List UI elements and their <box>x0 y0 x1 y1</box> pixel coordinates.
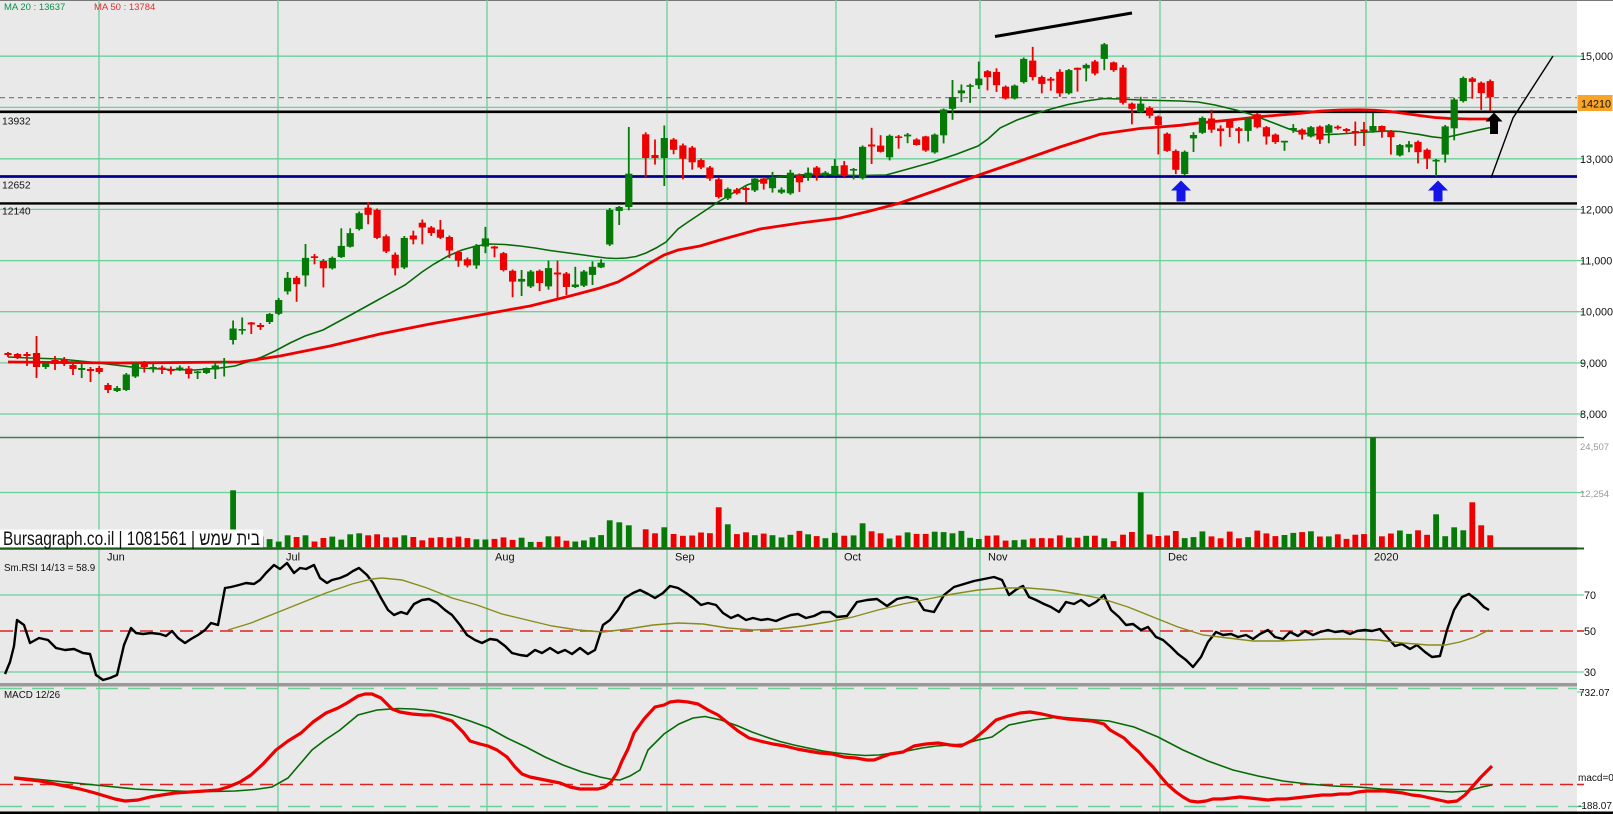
svg-text:Jul: Jul <box>286 552 300 564</box>
svg-text:MACD 12/26: MACD 12/26 <box>4 690 61 701</box>
svg-text:10,000: 10,000 <box>1580 307 1613 319</box>
svg-text:12,000: 12,000 <box>1580 204 1613 216</box>
svg-text:-188.07: -188.07 <box>1578 801 1612 812</box>
svg-text:Bursagraph.co.il | 1081561 | ב: Bursagraph.co.il | 1081561 | בית שמש <box>3 529 260 550</box>
svg-text:24,507: 24,507 <box>1580 442 1609 453</box>
svg-text:12652: 12652 <box>2 181 31 192</box>
svg-text:12,254: 12,254 <box>1580 489 1609 500</box>
svg-text:13932: 13932 <box>2 117 31 128</box>
svg-text:50: 50 <box>1584 626 1596 638</box>
svg-text:11,000: 11,000 <box>1580 256 1612 268</box>
svg-text:13,000: 13,000 <box>1580 154 1613 166</box>
svg-text:12140: 12140 <box>2 207 31 218</box>
svg-text:30: 30 <box>1584 667 1596 679</box>
svg-text:MA 20 : 13637: MA 20 : 13637 <box>4 2 65 13</box>
svg-text:9,000: 9,000 <box>1580 358 1607 370</box>
svg-text:MA 50 : 13784: MA 50 : 13784 <box>94 2 155 13</box>
svg-text:14210: 14210 <box>1581 99 1611 111</box>
svg-text:15,000: 15,000 <box>1580 51 1613 63</box>
svg-text:732.07: 732.07 <box>1579 688 1610 699</box>
svg-text:Aug: Aug <box>495 552 515 564</box>
svg-text:8,000: 8,000 <box>1580 409 1607 421</box>
svg-text:Jun: Jun <box>107 552 125 564</box>
svg-text:macd=0: macd=0 <box>1578 773 1613 784</box>
svg-text:Dec: Dec <box>1168 552 1188 564</box>
svg-text:Sep: Sep <box>675 552 695 564</box>
svg-text:Sm.RSI 14/13 = 58.9: Sm.RSI 14/13 = 58.9 <box>4 563 95 574</box>
svg-text:Oct: Oct <box>844 552 861 564</box>
svg-text:70: 70 <box>1584 590 1596 602</box>
svg-text:Nov: Nov <box>988 552 1008 564</box>
svg-text:2020: 2020 <box>1374 552 1398 564</box>
